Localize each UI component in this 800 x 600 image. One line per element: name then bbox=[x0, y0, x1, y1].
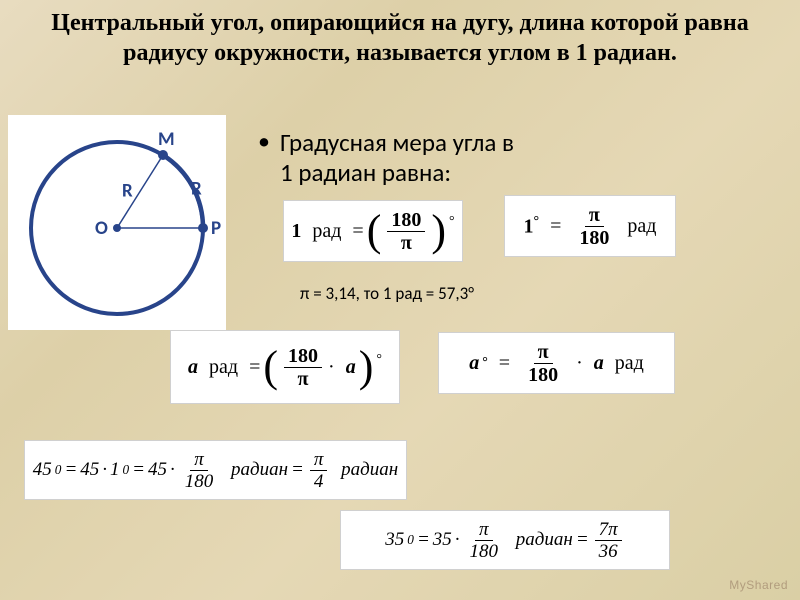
svg-text:M: M bbox=[158, 128, 175, 151]
den2: 36 bbox=[595, 541, 622, 561]
w2: радиан bbox=[341, 459, 398, 481]
w: радиан bbox=[231, 459, 288, 481]
num: π bbox=[190, 450, 208, 471]
num: π bbox=[585, 205, 604, 227]
num2: π bbox=[310, 450, 328, 471]
den: π bbox=[397, 232, 416, 253]
num: 180 bbox=[387, 210, 425, 232]
den: 180 bbox=[181, 471, 218, 491]
deg: ° bbox=[534, 214, 540, 229]
unit: рад bbox=[615, 352, 644, 375]
eq: = bbox=[499, 352, 510, 375]
deg: ° bbox=[449, 214, 455, 230]
var: a bbox=[469, 352, 479, 375]
v1: 45 bbox=[33, 459, 52, 481]
v2: 45 bbox=[80, 459, 99, 481]
formula-1rad: 1 рад = ( 180π )° bbox=[283, 200, 463, 262]
den2: 4 bbox=[310, 471, 328, 491]
formula-example-35: 350 = 35· π180 радиан = 7π36 bbox=[340, 510, 670, 570]
v4: 45 bbox=[148, 459, 167, 481]
v2: 35 bbox=[433, 529, 452, 551]
mult: · bbox=[576, 352, 583, 375]
svg-text:R: R bbox=[122, 180, 133, 203]
var2: a bbox=[346, 356, 356, 379]
den: 180 bbox=[575, 227, 613, 248]
num: π bbox=[534, 342, 553, 364]
v1: 35 bbox=[385, 529, 404, 551]
formula-arad: a рад = ( 180π · a )° bbox=[170, 330, 400, 404]
svg-text:O: O bbox=[95, 217, 108, 240]
circle-diagram: M O P R R bbox=[8, 115, 226, 330]
w: радиан bbox=[516, 529, 573, 551]
formula-example-45: 450 = 45·10 = 45· π180 радиан = π4 радиа… bbox=[24, 440, 407, 500]
svg-text:P: P bbox=[211, 217, 221, 240]
var2: a bbox=[594, 352, 604, 375]
val: 1 bbox=[291, 220, 301, 242]
bullet-text: Градусная мера угла в 1 радиан равна: bbox=[280, 128, 514, 188]
val: 1 bbox=[524, 215, 534, 237]
unit: рад bbox=[312, 220, 341, 243]
deg: ° bbox=[376, 352, 382, 368]
unit: рад bbox=[627, 215, 656, 238]
deg: ° bbox=[482, 355, 488, 371]
var: a bbox=[188, 356, 198, 379]
unit: рад bbox=[209, 356, 238, 379]
eq: = bbox=[550, 215, 561, 238]
formula-1deg: 1° = π180 рад bbox=[504, 195, 676, 257]
eq: = bbox=[352, 220, 363, 243]
pi-note: π = 3,14, то 1 рад = 57,3° bbox=[300, 283, 474, 304]
den: π bbox=[294, 368, 313, 389]
svg-text:R: R bbox=[191, 178, 202, 201]
formula-adeg: a° = π180 · a рад bbox=[438, 332, 675, 394]
num: 180 bbox=[284, 346, 322, 368]
mult: · bbox=[328, 356, 335, 379]
den: 180 bbox=[524, 364, 562, 385]
den: 180 bbox=[466, 541, 503, 561]
num2: 7π bbox=[595, 520, 622, 541]
num: π bbox=[475, 520, 493, 541]
watermark: MyShared bbox=[729, 578, 788, 592]
slide-title: Центральный угол, опирающийся на дугу, д… bbox=[0, 0, 800, 73]
v3: 1 bbox=[110, 459, 120, 481]
eq: = bbox=[249, 356, 260, 379]
